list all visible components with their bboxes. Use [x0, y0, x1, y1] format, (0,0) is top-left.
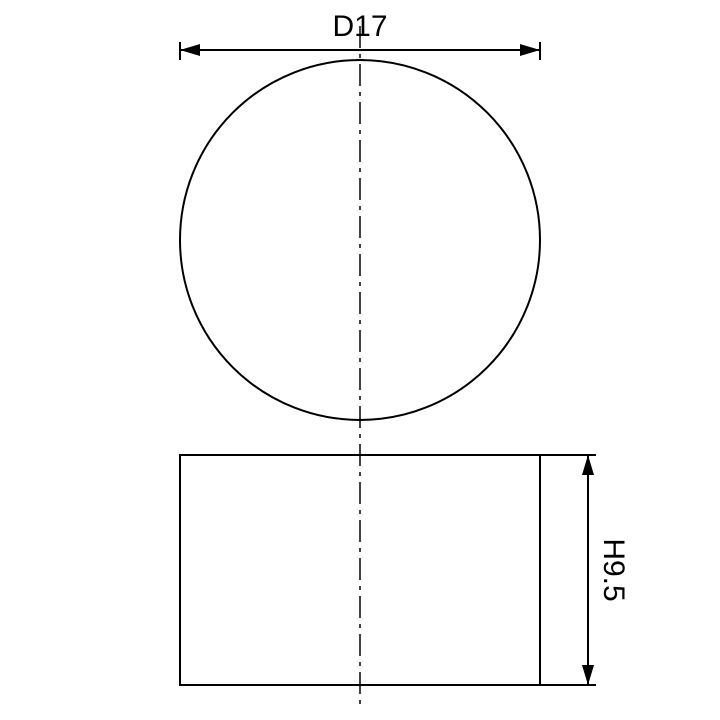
dim-top-label: D17: [332, 10, 387, 43]
dim-right-label: H9.5: [597, 538, 630, 601]
